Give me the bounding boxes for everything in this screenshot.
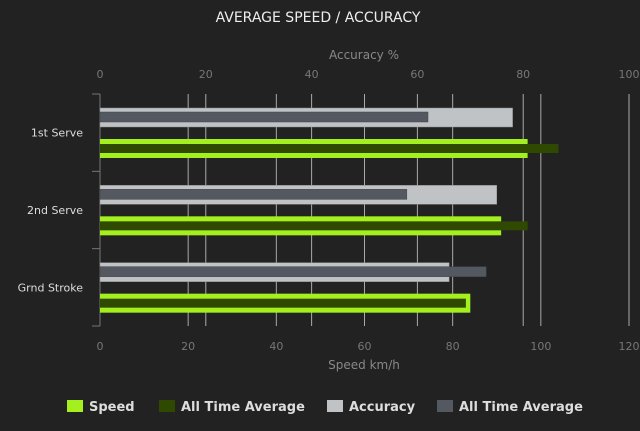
bar-speed-average: [100, 144, 559, 153]
bottom-axis-label: Speed km/h: [328, 358, 400, 372]
bar-accuracy-average: [99, 111, 429, 123]
top-tick-label: 20: [199, 68, 213, 81]
top-tick-label: 40: [305, 68, 319, 81]
legend-swatch: [67, 400, 83, 412]
bar-accuracy-average: [99, 189, 408, 200]
bottom-tick-label: 40: [269, 340, 283, 353]
top-tick-label: 0: [97, 68, 104, 81]
category-label: Grnd Stroke: [18, 281, 84, 294]
category-label: 2nd Serve: [27, 204, 83, 217]
legend-label: All Time Average: [459, 400, 583, 415]
bottom-tick-label: 100: [530, 340, 551, 353]
legend-label: All Time Average: [181, 400, 305, 415]
bar-speed-average: [100, 298, 466, 308]
bottom-tick-label: 80: [446, 340, 460, 353]
top-tick-label: 100: [619, 68, 640, 81]
bottom-tick-label: 120: [619, 340, 640, 353]
top-axis-label: Accuracy %: [329, 48, 399, 62]
legend-label: Speed: [89, 400, 135, 415]
bottom-tick-label: 60: [358, 340, 372, 353]
top-tick-label: 60: [410, 68, 424, 81]
chart-title: AVERAGE SPEED / ACCURACY: [216, 10, 421, 26]
legend-label: Accuracy: [349, 400, 416, 415]
bottom-tick-label: 0: [97, 340, 104, 353]
bar-speed-average: [100, 221, 528, 231]
legend-swatch: [327, 400, 343, 412]
top-tick-label: 80: [516, 68, 530, 81]
legend-swatch: [437, 400, 453, 412]
category-label: 1st Serve: [31, 127, 83, 140]
bar-accuracy-average: [99, 266, 487, 277]
bottom-tick-label: 20: [181, 340, 195, 353]
legend-swatch: [159, 400, 175, 412]
